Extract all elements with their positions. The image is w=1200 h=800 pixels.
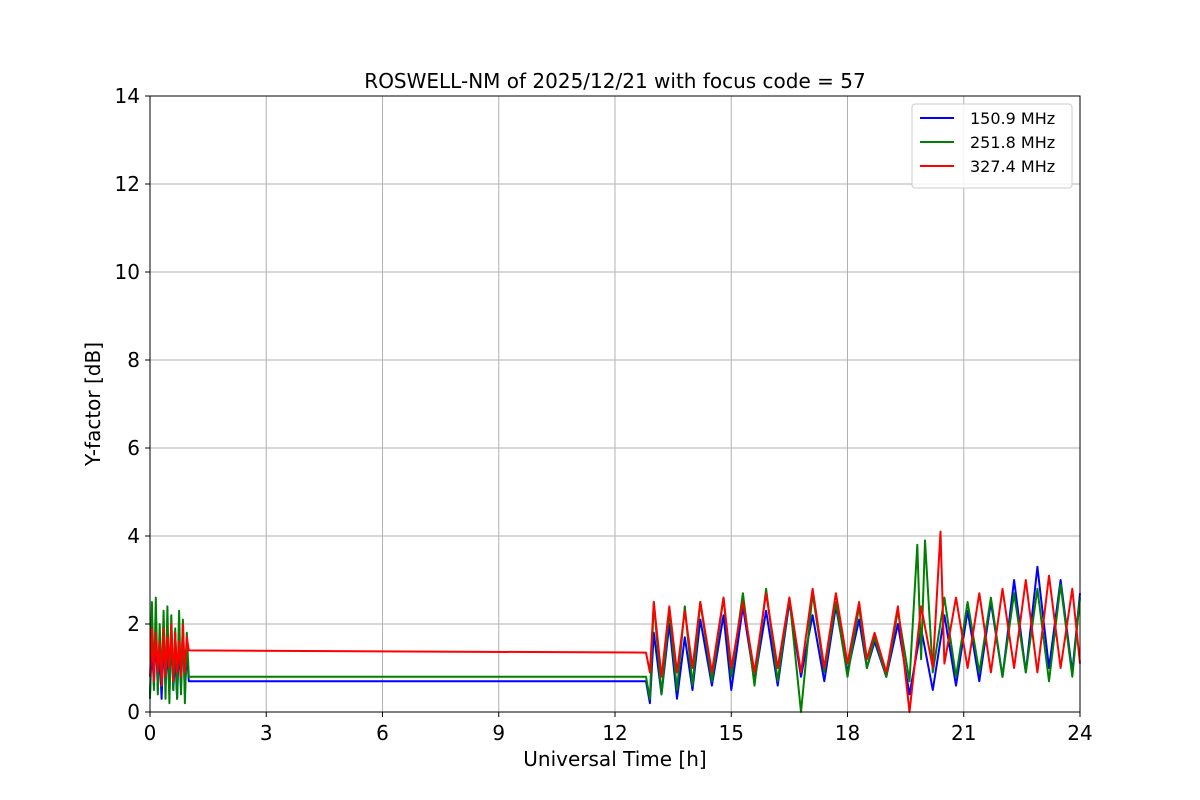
- x-axis-label: Universal Time [h]: [523, 747, 706, 771]
- x-tick-label: 15: [719, 721, 744, 745]
- x-tick-label: 6: [376, 721, 389, 745]
- series-line-3: [149, 530, 1081, 713]
- legend-label: 327.4 MHz: [970, 157, 1055, 176]
- y-tick-label: 4: [127, 524, 140, 548]
- y-tick-label: 2: [127, 612, 140, 636]
- legend: 150.9 MHz 251.8 MHz 327.4 MHz: [911, 103, 1073, 189]
- y-tick-label: 0: [127, 700, 140, 724]
- chart-title: ROSWELL-NM of 2025/12/21 with focus code…: [364, 69, 865, 93]
- x-tick-label: 9: [492, 721, 505, 745]
- x-tick-label: 21: [951, 721, 976, 745]
- y-axis-label: Y-factor [dB]: [81, 342, 105, 467]
- legend-label: 251.8 MHz: [970, 133, 1055, 152]
- legend-label: 150.9 MHz: [970, 109, 1055, 128]
- x-tick-label: 3: [260, 721, 273, 745]
- plot-area: [149, 530, 1081, 713]
- y-tick-label: 10: [115, 260, 140, 284]
- y-tick-label: 6: [127, 436, 140, 460]
- y-tick-label: 8: [127, 348, 140, 372]
- x-tick-label: 0: [144, 721, 157, 745]
- x-tick-label: 24: [1067, 721, 1092, 745]
- x-tick-label: 18: [835, 721, 860, 745]
- y-tick-label: 12: [115, 172, 140, 196]
- y-tick-label: 14: [115, 84, 140, 108]
- x-tick-label: 12: [602, 721, 627, 745]
